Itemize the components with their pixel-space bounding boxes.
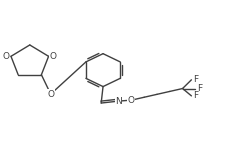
Text: O: O [47,90,54,99]
Text: O: O [3,52,10,61]
Text: F: F [193,91,198,100]
Text: F: F [193,75,198,84]
Text: O: O [50,52,57,61]
Text: N: N [115,97,122,106]
Text: O: O [128,96,135,105]
Text: F: F [197,84,202,93]
